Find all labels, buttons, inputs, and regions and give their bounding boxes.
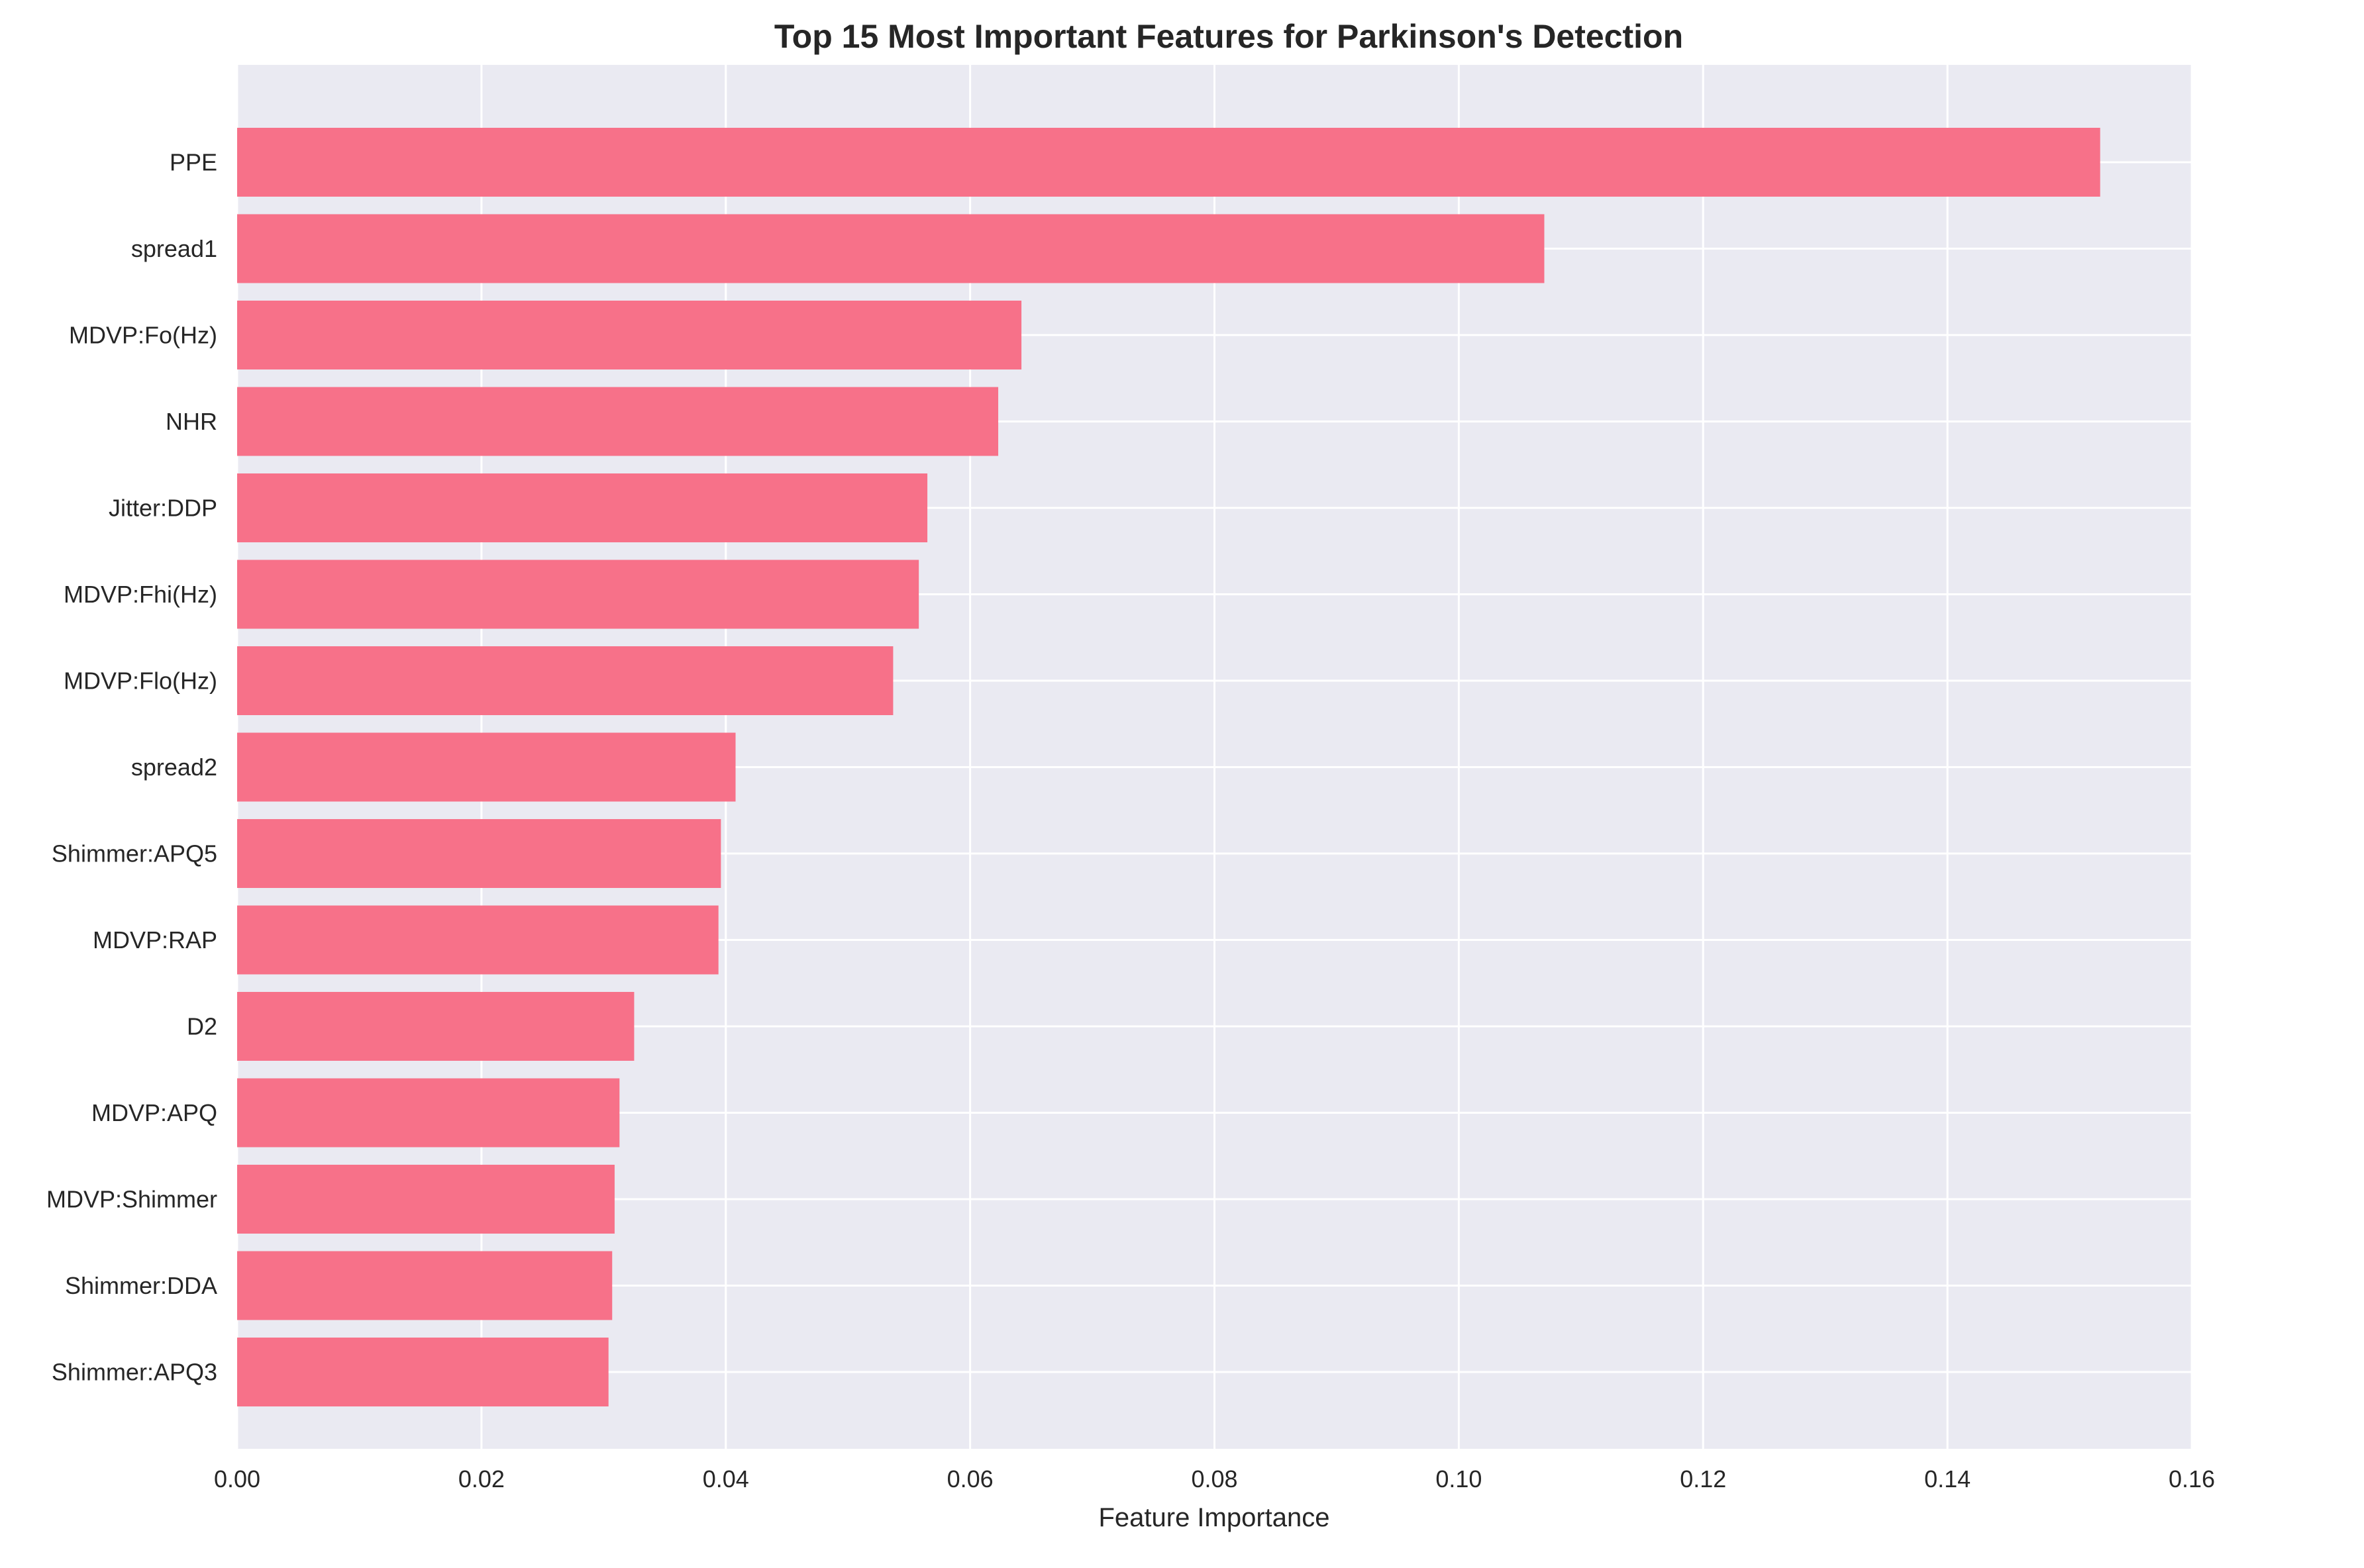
x-axis-title: Feature Importance [1098,1503,1329,1532]
x-tick-label: 0.08 [1191,1465,1237,1493]
bar [237,905,719,975]
x-tick-label: 0.12 [1680,1465,1726,1493]
bar [237,387,999,456]
bar [237,1078,620,1148]
y-tick-label: PPE [170,149,217,176]
bar [237,1338,609,1406]
bar [237,128,2100,197]
y-tick-label: Shimmer:APQ5 [52,840,217,867]
y-tick-label: MDVP:RAP [93,926,217,954]
y-tick-label: MDVP:Shimmer [46,1186,217,1213]
bar [237,560,919,629]
y-tick-label: MDVP:Fhi(Hz) [64,581,217,608]
y-tick-label: D2 [187,1013,217,1040]
x-tick-labels: 0.00 0.02 0.04 0.06 0.08 0.10 0.12 0.14 0.16 [214,1465,2215,1493]
x-tick-label: 0.02 [458,1465,505,1493]
chart-title: Top 15 Most Important Features for Parki… [774,18,1683,55]
y-tick-label: MDVP:Fo(Hz) [69,322,217,349]
y-tick-label: MDVP:Flo(Hz) [64,667,217,695]
bar [237,732,736,802]
y-tick-label: NHR [166,408,217,435]
y-tick-label: Jitter:DDP [109,495,217,522]
bar [237,819,721,888]
x-tick-label: 0.06 [947,1465,994,1493]
x-tick-label: 0.10 [1435,1465,1482,1493]
bar [237,1251,613,1320]
bars [237,128,2100,1406]
y-tick-label: Shimmer:DDA [65,1272,217,1299]
bar [237,1165,615,1234]
x-tick-label: 0.04 [703,1465,749,1493]
y-tick-labels: PPE spread1 MDVP:Fo(Hz) NHR Jitter:DDP MDVP:F… [46,149,217,1386]
x-tick-label: 0.16 [2169,1465,2215,1493]
y-tick-label: spread2 [131,754,217,781]
y-tick-label: MDVP:APQ [91,1099,217,1126]
bar [237,473,928,542]
y-tick-label: Shimmer:APQ3 [52,1359,217,1386]
x-tick-label: 0.00 [214,1465,260,1493]
x-tick-label: 0.14 [1924,1465,1971,1493]
bar [237,646,894,715]
bar [237,214,1545,283]
y-tick-label: spread1 [131,235,217,262]
bar [237,992,635,1061]
bar [237,301,1022,369]
